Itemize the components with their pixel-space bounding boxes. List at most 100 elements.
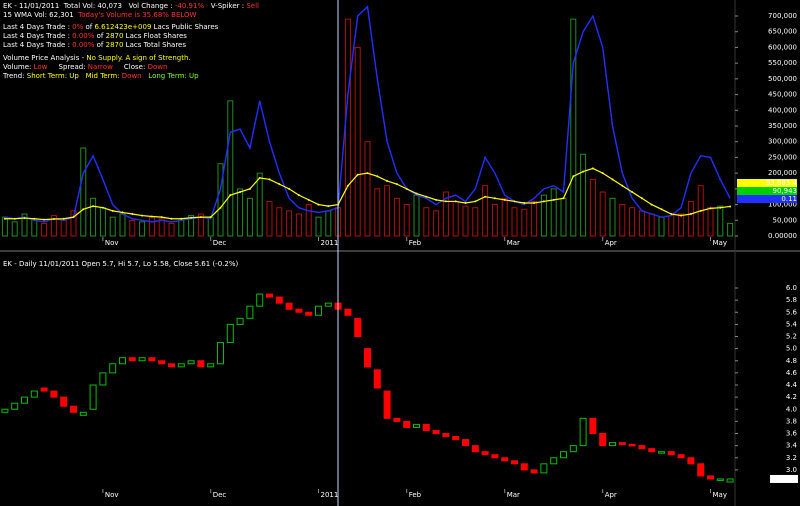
- volume-bar: [344, 18, 351, 237]
- candle-body: [638, 445, 646, 450]
- wma-dot: [43, 218, 46, 221]
- y-tick-label: 3.2: [786, 454, 797, 462]
- x-tick-label: 2011: [321, 491, 339, 499]
- wma-dot: [3, 217, 6, 220]
- volume-bar: [207, 216, 214, 237]
- header-line: Volume Price Analysis - No Supply. A sig…: [3, 54, 191, 62]
- candle-body: [383, 390, 391, 419]
- header-segment: Lacs Total Shares: [123, 41, 186, 49]
- volume-bar: [629, 207, 636, 237]
- volume-bar: [599, 191, 606, 237]
- volume-bar: [570, 18, 577, 237]
- volume-bar: [491, 204, 498, 237]
- wma-dot: [503, 198, 506, 201]
- wma-dot: [621, 184, 624, 187]
- candle-body: [207, 363, 215, 368]
- wma-dot: [650, 203, 653, 206]
- candle-body: [40, 387, 48, 392]
- wma-dot: [572, 175, 575, 178]
- candle-body: [707, 475, 714, 480]
- candle-body: [99, 372, 107, 386]
- candle-body: [491, 454, 499, 459]
- volume-bar: [707, 207, 714, 237]
- y-tick-label: 4.8: [786, 357, 797, 365]
- candle-body: [177, 363, 185, 368]
- volume-bar: [227, 100, 234, 237]
- y-tick-label: 5.4: [786, 320, 798, 328]
- volume-bar: [158, 218, 165, 237]
- value-label-box: [737, 195, 797, 203]
- volume-bar: [315, 216, 322, 237]
- wma-dot: [278, 183, 281, 186]
- wma-dot: [307, 198, 310, 201]
- y-tick-label: 5.2: [786, 333, 797, 341]
- x-tick-label: Mar: [507, 491, 520, 499]
- wma-dot: [268, 178, 271, 181]
- wma-dot: [425, 195, 428, 198]
- volume-bar: [560, 197, 567, 237]
- wma-dot: [13, 217, 16, 220]
- volume-bar: [31, 218, 38, 237]
- header-segment: Long Term: Up: [142, 72, 200, 80]
- y-tick-label: 5.6: [786, 308, 798, 316]
- volume-bar: [354, 46, 361, 237]
- volume-bar: [531, 200, 538, 237]
- y-tick-label: 3.4: [786, 442, 798, 450]
- candle-body: [364, 348, 371, 368]
- header-segment: 2870: [106, 41, 124, 49]
- header-segment: Close:: [113, 63, 148, 71]
- y-tick-label: 250,000: [768, 153, 797, 161]
- candle-body: [452, 436, 460, 441]
- wma-dot: [209, 216, 212, 219]
- candle-body: [1, 408, 9, 413]
- volume-bar: [423, 207, 430, 237]
- candle-body: [256, 293, 264, 307]
- candle-body: [79, 411, 87, 416]
- wma-dot: [356, 173, 359, 176]
- header-segment: Down: [122, 72, 142, 80]
- wma-dot: [33, 217, 36, 220]
- wma-dot: [121, 211, 124, 214]
- volume-bar: [129, 219, 136, 237]
- wma-dot: [562, 197, 565, 200]
- volume-bar: [452, 200, 459, 237]
- volume-bar: [256, 172, 263, 237]
- header-segment: Lacs Public Shares: [151, 23, 218, 31]
- x-tick-label: Apr: [605, 491, 617, 499]
- wma-dot: [101, 206, 104, 209]
- volume-bar: [119, 213, 126, 237]
- candle-body: [609, 442, 616, 447]
- x-tick-label: Apr: [605, 239, 617, 247]
- volume-bar: [364, 141, 371, 237]
- y-tick-label: 500,000: [768, 75, 797, 83]
- candle-body: [295, 308, 303, 313]
- wma-dot: [317, 203, 320, 206]
- candle-body: [726, 478, 734, 483]
- x-tick-label: 2011: [321, 239, 339, 247]
- candle-body: [373, 369, 381, 389]
- wma-dot: [170, 217, 173, 220]
- candle-body: [422, 423, 430, 431]
- wma-dot: [699, 209, 702, 212]
- wma-dot: [582, 170, 585, 173]
- candle-body: [344, 308, 352, 316]
- candle-body: [462, 439, 469, 447]
- candle-body: [168, 363, 175, 368]
- volume-bar: [687, 200, 694, 237]
- wma-dot: [297, 194, 300, 197]
- header-segment: No Supply. A sign of Strength.: [86, 54, 190, 62]
- volume-bar: [727, 222, 734, 237]
- wma-dot: [386, 180, 389, 182]
- wma-dot: [82, 208, 85, 211]
- candle-body: [569, 445, 577, 453]
- y-tick-label: 450,000: [768, 91, 797, 99]
- volume-bar: [109, 216, 116, 237]
- header-segment: 0.00%: [72, 41, 95, 49]
- wma-dot: [160, 216, 163, 219]
- candle-body: [511, 460, 518, 465]
- volume-bar: [668, 215, 675, 237]
- candle-body: [442, 433, 450, 438]
- candle-body: [50, 390, 58, 398]
- wma-dot: [689, 213, 692, 215]
- wma-dot: [729, 205, 732, 208]
